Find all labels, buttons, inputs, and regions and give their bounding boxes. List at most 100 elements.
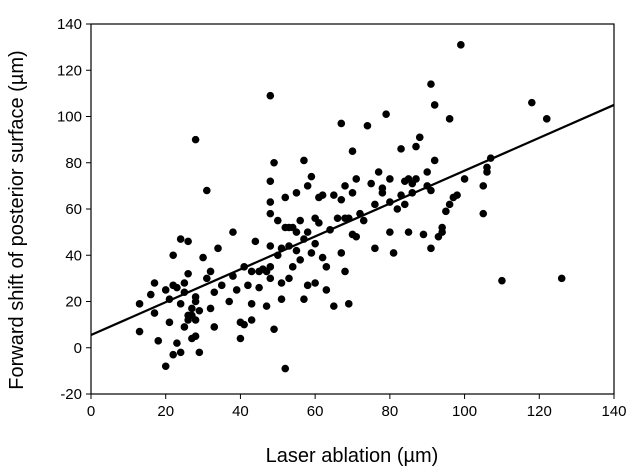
data-point bbox=[277, 279, 286, 287]
data-point bbox=[445, 200, 454, 209]
data-point bbox=[225, 297, 234, 306]
y-tick-label: 0 bbox=[74, 340, 82, 357]
data-point bbox=[412, 142, 420, 151]
data-point bbox=[236, 334, 245, 343]
y-tick-label: 40 bbox=[65, 247, 82, 264]
y-axis-title: Forward shift of posterior surface (µm) bbox=[6, 50, 28, 389]
data-point bbox=[281, 193, 290, 202]
y-tick-label: 20 bbox=[65, 294, 82, 311]
data-point bbox=[333, 214, 342, 223]
data-point bbox=[427, 80, 435, 88]
data-point bbox=[199, 253, 207, 262]
data-point bbox=[371, 244, 379, 253]
data-point bbox=[393, 205, 402, 213]
data-point bbox=[498, 276, 506, 285]
data-point bbox=[423, 168, 432, 176]
data-point bbox=[307, 172, 316, 181]
data-point bbox=[288, 263, 297, 271]
data-point bbox=[173, 339, 181, 347]
data-point bbox=[146, 290, 155, 299]
data-point bbox=[457, 41, 465, 49]
data-point bbox=[419, 230, 428, 239]
data-point bbox=[415, 133, 424, 142]
data-point bbox=[337, 249, 346, 257]
data-point bbox=[311, 279, 319, 287]
data-point bbox=[270, 325, 278, 334]
data-point bbox=[322, 263, 331, 271]
x-axis-title: Laser ablation (µm) bbox=[266, 445, 439, 467]
data-point bbox=[232, 286, 241, 294]
x-tick-label: 80 bbox=[382, 403, 399, 420]
data-point bbox=[460, 175, 469, 183]
data-point bbox=[169, 350, 177, 359]
data-point bbox=[330, 191, 338, 199]
data-point bbox=[359, 216, 368, 225]
data-point bbox=[352, 232, 361, 241]
data-point bbox=[296, 256, 305, 264]
data-point bbox=[161, 362, 170, 371]
data-point bbox=[191, 332, 200, 340]
data-point bbox=[367, 179, 375, 188]
data-point bbox=[229, 228, 237, 236]
data-point bbox=[352, 175, 361, 183]
data-point bbox=[262, 302, 271, 310]
x-tick-label: 40 bbox=[232, 403, 249, 420]
data-point bbox=[303, 228, 312, 236]
data-point bbox=[266, 263, 275, 271]
data-point bbox=[180, 323, 189, 331]
data-point bbox=[371, 200, 379, 209]
y-tick-label: 100 bbox=[57, 109, 82, 126]
data-point bbox=[427, 186, 435, 195]
data-point bbox=[307, 249, 316, 257]
data-point bbox=[176, 348, 185, 357]
data-point bbox=[150, 309, 159, 317]
data-point bbox=[203, 186, 211, 195]
data-point bbox=[322, 286, 331, 294]
data-point bbox=[445, 115, 454, 123]
data-point bbox=[270, 158, 278, 167]
data-point bbox=[240, 320, 248, 329]
data-point bbox=[389, 249, 398, 257]
data-point bbox=[247, 300, 256, 308]
data-point bbox=[266, 177, 275, 186]
data-point bbox=[176, 300, 185, 308]
data-point bbox=[296, 216, 305, 225]
data-point bbox=[412, 175, 420, 183]
data-point bbox=[180, 279, 189, 287]
data-point bbox=[266, 242, 275, 250]
y-tick-label: 140 bbox=[57, 16, 82, 33]
x-tick-label: 140 bbox=[601, 403, 626, 420]
data-point bbox=[311, 239, 319, 248]
data-point bbox=[430, 156, 439, 165]
data-point bbox=[401, 200, 409, 209]
data-point bbox=[266, 274, 275, 283]
data-point bbox=[382, 110, 390, 118]
data-point bbox=[479, 209, 488, 218]
y-tick-label: 60 bbox=[65, 201, 82, 218]
data-point bbox=[191, 316, 200, 324]
data-point bbox=[303, 281, 312, 290]
data-point bbox=[318, 253, 327, 262]
data-point bbox=[300, 156, 308, 165]
x-tick-label: 20 bbox=[157, 403, 174, 420]
data-point bbox=[191, 135, 200, 144]
data-point bbox=[292, 228, 301, 236]
data-point bbox=[378, 189, 387, 197]
chart-ticks: 0 20 40 60 80 100 120 140 -20 0 20 40 60 80 100 120 140 bbox=[57, 16, 627, 420]
data-point bbox=[184, 237, 192, 246]
data-point bbox=[442, 207, 450, 216]
x-tick-label: 120 bbox=[527, 403, 552, 420]
x-tick-label: 100 bbox=[452, 403, 477, 420]
data-point bbox=[255, 283, 263, 292]
plot-frame bbox=[90, 23, 615, 395]
data-point bbox=[330, 302, 338, 310]
data-point bbox=[542, 115, 551, 123]
data-point bbox=[292, 189, 301, 197]
data-point bbox=[438, 228, 446, 236]
data-point bbox=[397, 145, 405, 153]
data-point bbox=[191, 293, 200, 301]
data-point bbox=[161, 286, 170, 294]
x-tick-label: 0 bbox=[87, 403, 95, 420]
data-point bbox=[337, 119, 346, 128]
data-point bbox=[348, 147, 357, 155]
